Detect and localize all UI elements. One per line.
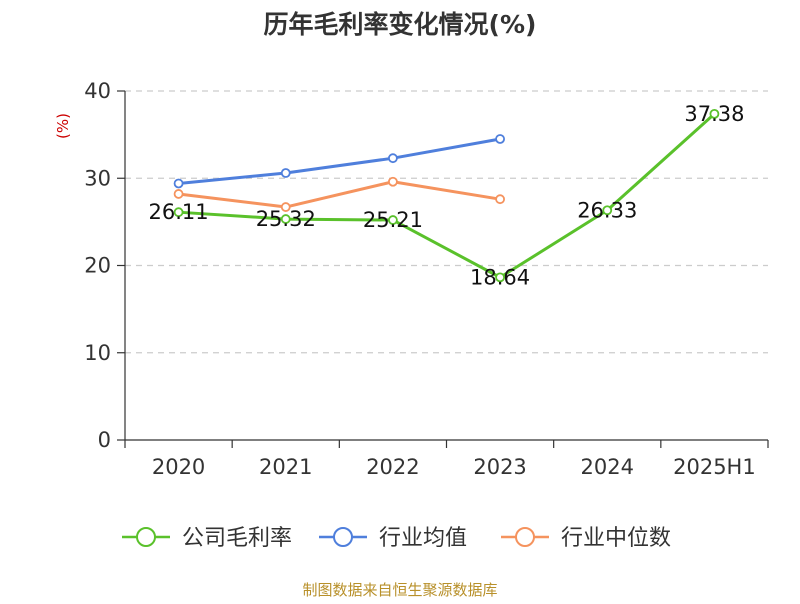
source-note: 制图数据来自恒生聚源数据库	[302, 581, 497, 599]
data-label: 25.21	[363, 208, 423, 232]
series-line	[178, 137, 501, 185]
legend-marker	[515, 527, 535, 547]
data-label: 25.32	[256, 207, 316, 231]
legend-label: 公司毛利率	[182, 526, 292, 551]
legend-marker	[136, 527, 156, 547]
y-tick-label: 0	[98, 428, 111, 452]
data-point	[495, 194, 505, 205]
data-point	[495, 272, 505, 283]
data-point	[388, 153, 398, 164]
chart-title: 历年毛利率变化情况(%)	[264, 10, 537, 39]
x-tick-label: 2021	[259, 455, 312, 479]
series-line	[178, 180, 501, 209]
data-label: 26.33	[577, 198, 637, 222]
data-label: 26.11	[149, 200, 209, 224]
data-point	[280, 214, 291, 224]
y-tick-label: 10	[84, 341, 111, 365]
x-tick-label: 2020	[152, 455, 205, 479]
x-tick-label: 2023	[473, 455, 526, 479]
data-label: 37.38	[684, 102, 744, 126]
data-point	[173, 207, 184, 218]
series-line	[178, 112, 716, 279]
data-point	[709, 108, 720, 119]
legend-marker	[333, 527, 353, 547]
data-point	[173, 189, 184, 199]
legend-label: 行业均值	[379, 526, 467, 551]
data-point	[388, 176, 398, 187]
x-tick-label: 2024	[581, 455, 634, 479]
y-tick-label: 40	[84, 79, 111, 103]
x-tick-label: 2022	[366, 455, 419, 479]
data-point	[173, 178, 184, 189]
data-point	[388, 215, 398, 225]
data-point	[495, 134, 505, 144]
data-point	[280, 168, 291, 178]
data-point	[280, 202, 291, 212]
x-tick-label: 2025H1	[673, 455, 756, 479]
legend-label: 行业中位数	[561, 526, 671, 551]
data-label: 18.64	[470, 265, 530, 289]
y-tick-label: 20	[84, 254, 111, 278]
y-axis-label: (%)	[54, 113, 72, 139]
y-tick-label: 30	[84, 166, 111, 190]
data-point	[602, 205, 613, 216]
